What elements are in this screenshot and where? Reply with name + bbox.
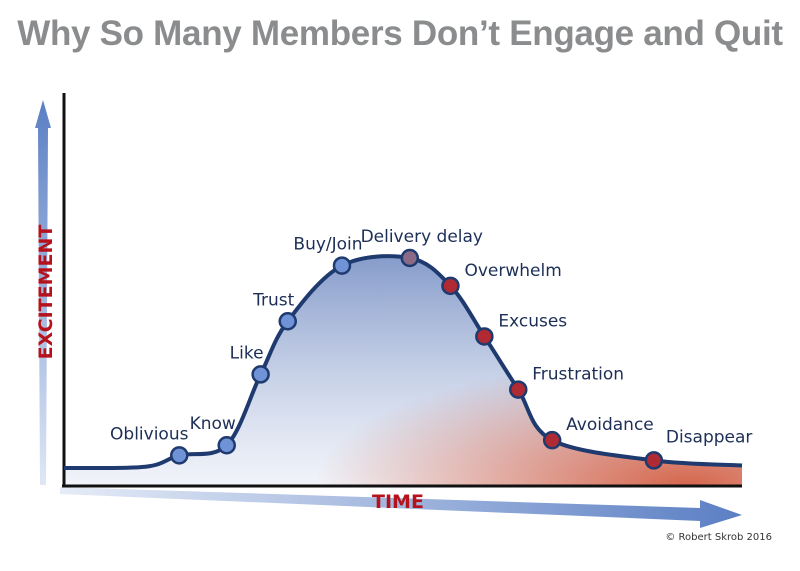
stage-label: Excuses	[498, 311, 567, 331]
stage-marker	[441, 276, 460, 296]
stage-label: Buy/Join	[293, 235, 362, 255]
y-axis-label: EXCITEMENT	[35, 225, 57, 360]
stage-label: Avoidance	[566, 415, 654, 435]
stage-marker	[170, 446, 189, 465]
stage-label: Frustration	[532, 365, 624, 385]
x-axis-arrow	[60, 487, 742, 528]
stage-marker	[400, 248, 420, 268]
stage-label: Oblivious	[110, 424, 189, 444]
stage-marker	[332, 256, 352, 275]
stage-label: Like	[230, 343, 264, 363]
stage-marker	[251, 365, 270, 384]
copyright-credit: © Robert Skrob 2016	[665, 532, 772, 543]
stage-marker	[509, 380, 528, 399]
stage-label: Overwhelm	[464, 261, 561, 281]
stage-marker	[644, 451, 664, 470]
stage-label: Disappear	[666, 427, 753, 447]
stage-label: Know	[190, 414, 236, 434]
stage-marker	[278, 312, 297, 331]
stage-label: Delivery delay	[361, 227, 483, 247]
stage-marker	[475, 327, 494, 346]
stage-label: Trust	[252, 290, 295, 310]
y-axis-arrow	[35, 100, 51, 485]
stage-marker	[217, 435, 236, 455]
x-axis-label: TIME	[372, 491, 424, 513]
stage-marker	[542, 430, 562, 450]
curve-area-decline-fill	[64, 256, 742, 485]
chart-title: Why So Many Members Don’t Engage and Qui…	[17, 14, 783, 53]
